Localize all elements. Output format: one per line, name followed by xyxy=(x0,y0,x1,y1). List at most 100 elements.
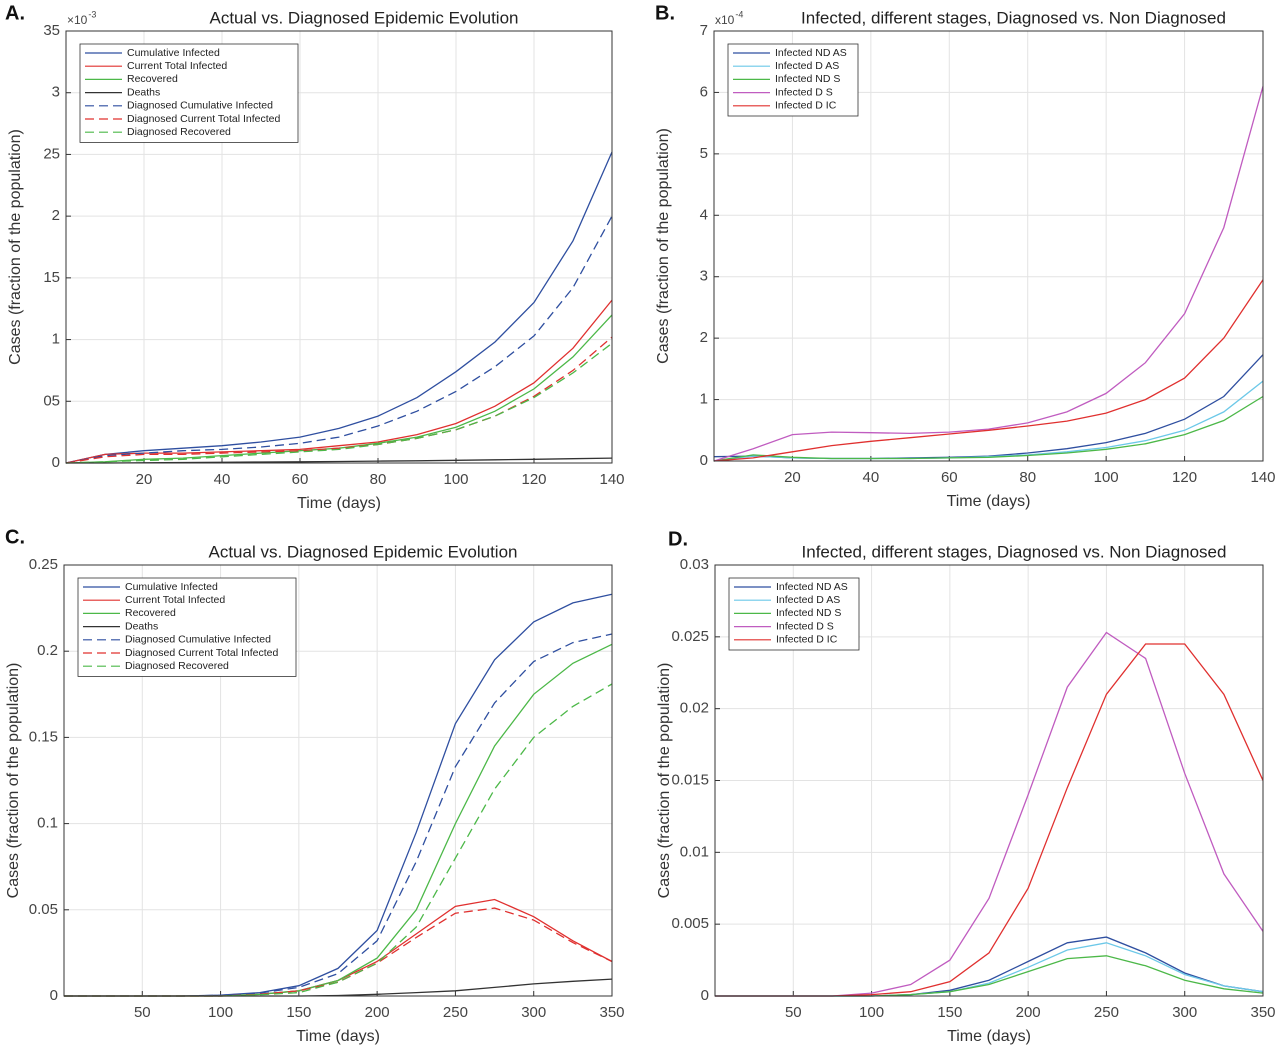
y-axis-label: Cases (fraction of the population) xyxy=(5,663,22,899)
y-tick-label: 0.005 xyxy=(671,915,709,932)
y-tick-label: 0.05 xyxy=(29,901,58,918)
series-line xyxy=(713,86,1264,462)
plot-frame xyxy=(65,30,613,464)
x-tick-label: 250 xyxy=(443,1004,468,1021)
legend-box xyxy=(77,577,297,677)
x-tick-label: 40 xyxy=(214,471,231,488)
x-tick-label: 150 xyxy=(286,1004,311,1021)
legend-label: Recovered xyxy=(125,607,176,619)
x-tick-label: 50 xyxy=(785,1004,802,1021)
chart-title: Actual vs. Diagnosed Epidemic Evolution xyxy=(210,8,519,27)
y-tick-label: 5 xyxy=(700,145,708,162)
y-tick-label: 05 xyxy=(43,392,60,409)
y-tick-label: 0.25 xyxy=(29,556,58,573)
y-tick-label: 1 xyxy=(52,331,60,348)
y-tick-label: 0 xyxy=(700,452,708,469)
x-tick-label: 20 xyxy=(784,469,801,486)
legend-label: Infected D S xyxy=(776,620,834,632)
plot-frame xyxy=(63,564,613,997)
legend-label: Cumulative Infected xyxy=(127,47,220,59)
legend-label: Diagnosed Current Total Infected xyxy=(127,113,280,125)
legend-label: Diagnosed Cumulative Infected xyxy=(127,100,273,112)
x-tick-label: 80 xyxy=(1019,469,1036,486)
panel-label: D. xyxy=(668,528,688,550)
series-line xyxy=(65,215,613,464)
x-tick-label: 100 xyxy=(208,1004,233,1021)
panel-label: C. xyxy=(5,526,25,548)
plot-frame xyxy=(714,564,1264,997)
y-tick-label: 15 xyxy=(43,269,60,286)
x-tick-label: 100 xyxy=(443,471,468,488)
y-tick-label: 1 xyxy=(700,391,708,408)
x-tick-label: 200 xyxy=(1016,1004,1041,1021)
legend-label: Deaths xyxy=(125,620,158,632)
x-tick-label: 100 xyxy=(859,1004,884,1021)
x-tick-label: 350 xyxy=(1250,1004,1275,1021)
chart-title: Infected, different stages, Diagnosed vs… xyxy=(801,8,1226,27)
x-tick-label: 80 xyxy=(370,471,387,488)
legend-label: Infected ND S xyxy=(776,607,841,619)
x-tick-label: 20 xyxy=(136,471,153,488)
x-axis-label: Time (days) xyxy=(947,493,1031,510)
legend-label: Infected ND S xyxy=(775,73,840,85)
legend-label: Infected D IC xyxy=(775,100,837,112)
y-tick-label: 6 xyxy=(700,83,708,100)
series-line xyxy=(65,342,613,464)
x-tick-label: 140 xyxy=(1250,469,1275,486)
y-tick-label: 0.1 xyxy=(37,815,58,832)
y-exponent: -3 xyxy=(88,9,96,19)
y-multiplier: x10 xyxy=(715,13,735,27)
legend-label: Infected D IC xyxy=(776,634,838,646)
legend-label: Recovered xyxy=(127,73,178,85)
y-tick-label: 35 xyxy=(43,22,60,39)
y-tick-label: 3 xyxy=(52,84,60,101)
y-exponent: -4 xyxy=(735,9,743,19)
legend-label: Deaths xyxy=(127,86,160,98)
x-tick-label: 120 xyxy=(521,471,546,488)
y-axis-label: Cases (fraction of the population) xyxy=(656,663,673,899)
y-tick-label: 0.01 xyxy=(680,843,709,860)
x-tick-label: 60 xyxy=(292,471,309,488)
series-line xyxy=(713,279,1264,462)
x-tick-label: 50 xyxy=(134,1004,151,1021)
x-axis-label: Time (days) xyxy=(297,495,381,512)
series-line xyxy=(65,151,613,464)
y-tick-label: 0 xyxy=(701,987,709,1004)
series-line xyxy=(65,336,613,464)
x-tick-label: 350 xyxy=(599,1004,624,1021)
y-axis-label: Cases (fraction of the population) xyxy=(7,129,24,365)
series-line xyxy=(65,299,613,464)
legend-label: Diagnosed Cumulative Infected xyxy=(125,634,271,646)
y-tick-label: 4 xyxy=(700,206,708,223)
x-tick-label: 40 xyxy=(863,469,880,486)
y-tick-label: 0.015 xyxy=(671,771,709,788)
chart-title: Actual vs. Diagnosed Epidemic Evolution xyxy=(209,542,518,561)
series-line xyxy=(713,395,1264,462)
legend-label: Diagnosed Current Total Infected xyxy=(125,647,278,659)
y-tick-label: 7 xyxy=(700,22,708,39)
x-tick-label: 120 xyxy=(1172,469,1197,486)
y-tick-label: 25 xyxy=(43,145,60,162)
y-tick-label: 2 xyxy=(700,329,708,346)
legend-label: Infected ND AS xyxy=(775,47,847,59)
legend-label: Diagnosed Recovered xyxy=(125,660,229,672)
y-tick-label: 0.025 xyxy=(671,628,709,645)
x-tick-label: 200 xyxy=(365,1004,390,1021)
chart-title: Infected, different stages, Diagnosed vs… xyxy=(802,542,1227,561)
y-tick-label: 2 xyxy=(52,207,60,224)
y-tick-label: 0 xyxy=(52,454,60,471)
y-tick-label: 0.15 xyxy=(29,728,58,745)
y-tick-label: 0.02 xyxy=(680,700,709,717)
legend-label: Infected D AS xyxy=(776,594,840,606)
x-tick-label: 140 xyxy=(599,471,624,488)
y-multiplier: ×10 xyxy=(67,13,88,27)
x-tick-label: 100 xyxy=(1094,469,1119,486)
legend-label: Current Total Infected xyxy=(127,60,227,72)
legend-label: Cumulative Infected xyxy=(125,581,218,593)
legend-label: Infected D AS xyxy=(775,60,839,72)
legend-label: Diagnosed Recovered xyxy=(127,126,231,138)
y-tick-label: 0.03 xyxy=(680,556,709,573)
y-axis-label: Cases (fraction of the population) xyxy=(655,128,672,364)
